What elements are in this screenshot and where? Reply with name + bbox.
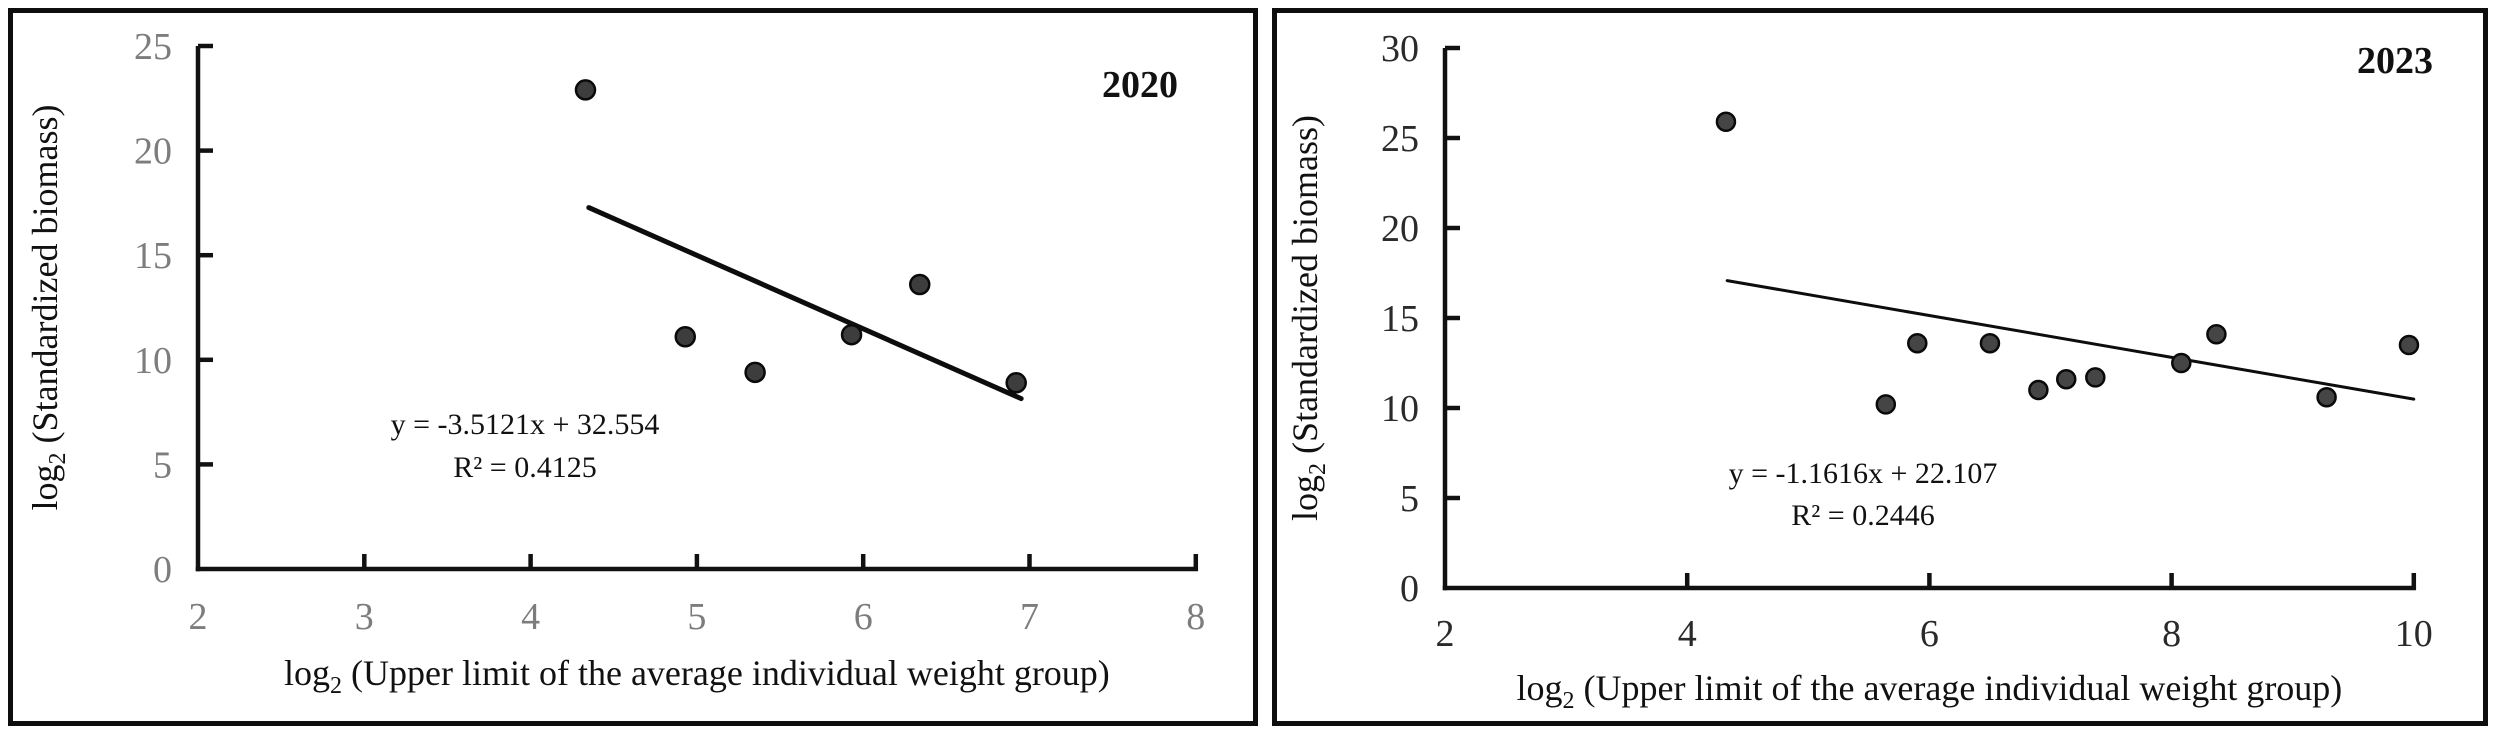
x-tick-label: 10 [2395,613,2433,655]
scatter-plot-svg-2023: 2 4 6 8 10 0 5 10 15 20 25 30 y = -1.1616x + 22.107 R… [1285,28,2433,714]
scatter-plot-svg-2020: 2 3 4 5 6 7 8 0 5 10 15 20 25 y = -3.5121x + 32.554 R²… [25,26,1205,699]
y-tick-label: 0 [153,549,172,591]
x-axis-title: log2 (Upper limit of the average individ… [1517,668,2343,714]
year-label: 2020 [1102,64,1178,106]
data-point [674,326,697,348]
x-tick-label: 4 [1678,613,1697,655]
data-point [574,79,597,101]
x-tick-label: 4 [521,596,540,638]
y-tick-label: 5 [1400,478,1419,520]
y-tick-label: 5 [153,444,172,486]
data-point [2171,352,2192,374]
x-tick-label: 8 [1186,596,1205,638]
y-tick-label: 30 [1381,28,1419,70]
data-point [1715,111,1737,133]
x-tick-label: 6 [1920,613,1939,655]
y-axis-title: log2 (Standardized biomass) [25,105,71,511]
data-point [1979,332,2001,354]
equation-label: y = -1.1616x + 22.107 [1729,457,1998,490]
x-tick-label: 5 [687,596,706,638]
data-point [2028,379,2049,401]
y-tick-label: 20 [134,131,172,173]
trend-line [586,205,1024,402]
data-point [744,361,766,384]
scatter-panel-2020: 2 3 4 5 6 7 8 0 5 10 15 20 25 y = -3.5121x + 32.554 R²… [8,8,1258,726]
y-tick-label: 25 [1381,118,1419,160]
x-tick-label: 3 [355,596,374,638]
x-tick-label: 2 [1436,613,1455,655]
data-point [1907,332,1928,354]
y-tick-label: 15 [134,235,172,277]
y-tick-label: 20 [1381,208,1419,250]
trend-line [1725,279,2416,401]
x-tick-label: 6 [854,596,873,638]
data-point [2206,323,2227,345]
data-point [1875,394,1897,415]
data-point [908,273,931,296]
y-axis-title: log2 (Standardized biomass) [1285,115,1331,521]
r-squared-label: R² = 0.2446 [1791,499,1934,532]
r-squared-label: R² = 0.4125 [453,451,596,484]
y-tick-label: 25 [134,26,172,68]
equation-label: y = -3.5121x + 32.554 [391,408,660,441]
x-axis-title: log2 (Upper limit of the average individ… [284,653,1110,699]
data-point [2085,367,2106,388]
y-tick-label: 10 [134,340,172,382]
y-tick-label: 15 [1381,298,1419,340]
y-tick-label: 0 [1400,568,1419,610]
data-point [2055,368,2077,390]
x-tick-label: 8 [2162,613,2181,655]
data-point [2316,386,2337,408]
scatter-panel-2023: 2 4 6 8 10 0 5 10 15 20 25 30 y = -1.1616x + 22.107 R… [1272,8,2488,726]
y-tick-label: 10 [1381,388,1419,430]
data-point [2398,334,2420,356]
year-label: 2023 [2357,40,2433,82]
data-point [1005,372,1027,394]
x-tick-label: 7 [1020,596,1039,638]
x-tick-label: 2 [189,596,208,638]
data-point [840,323,863,346]
